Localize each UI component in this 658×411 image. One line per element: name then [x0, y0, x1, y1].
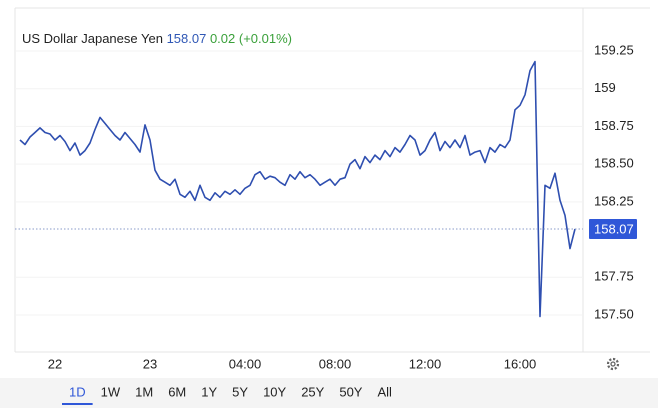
x-tick-label: 16:00: [504, 356, 537, 371]
x-tick-label: 08:00: [319, 356, 352, 371]
gear-hub: [610, 361, 616, 367]
range-button[interactable]: 1Y: [201, 384, 217, 399]
y-tick-label: 157.75: [594, 269, 634, 284]
x-tick-label: 22: [48, 356, 62, 371]
change: 0.02 (+0.01%): [210, 31, 292, 46]
range-bar: [0, 378, 658, 408]
y-tick-label: 158.25: [594, 193, 634, 208]
range-button[interactable]: 1M: [135, 384, 153, 399]
range-selected-underline: [62, 403, 93, 405]
settings-icon[interactable]: [606, 357, 620, 371]
y-tick-label: 158.50: [594, 156, 634, 171]
y-tick-label: 159: [594, 80, 616, 95]
range-button[interactable]: 25Y: [301, 384, 324, 399]
price-line: [19, 60, 576, 318]
last-price-tag: [589, 219, 637, 240]
y-tick-label: 158.75: [594, 118, 634, 133]
range-button[interactable]: 6M: [168, 384, 186, 399]
range-button[interactable]: All: [377, 384, 392, 399]
range-button[interactable]: 1D: [69, 384, 86, 399]
title: US Dollar Japanese Yen: [22, 31, 163, 46]
x-tick-label: 04:00: [229, 356, 262, 371]
x-tick-label: 23: [143, 356, 157, 371]
gear-teeth: [606, 357, 620, 371]
x-tick-label: 12:00: [409, 356, 442, 371]
y-tick-label: 157.50: [594, 306, 634, 321]
range-button[interactable]: 5Y: [232, 384, 248, 399]
chart-title: US Dollar Japanese Yen 158.07 0.02 (+0.0…: [22, 31, 292, 46]
range-button[interactable]: 1W: [101, 384, 121, 399]
range-button[interactable]: 50Y: [339, 384, 362, 399]
range-button[interactable]: 10Y: [263, 384, 286, 399]
last-price-label: 158.07: [594, 221, 634, 236]
price: 158.07: [167, 31, 207, 46]
y-tick-label: 159.25: [594, 42, 634, 57]
